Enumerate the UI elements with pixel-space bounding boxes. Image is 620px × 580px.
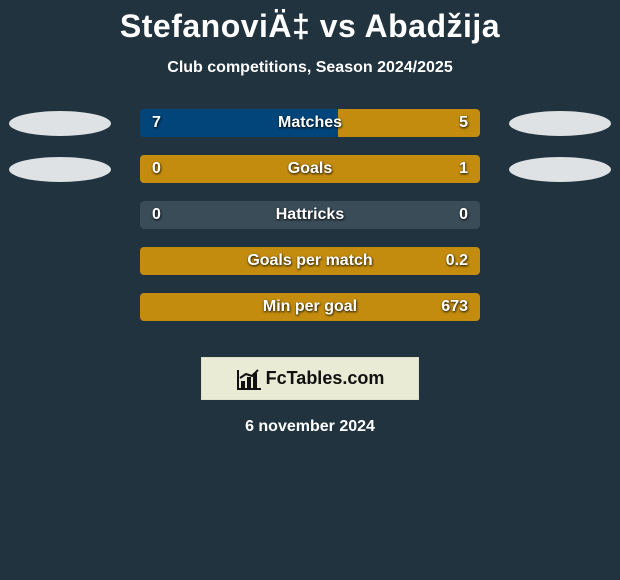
page-title: StefanoviÄ‡ vs Abadžija [0,8,620,45]
comparison-row: 0Goals1 [0,155,620,201]
stat-bar-bg [140,201,480,229]
brand-text: FcTables.com [266,368,385,389]
stat-bar-right [338,109,480,137]
stat-bar: Goals per match0.2 [140,247,480,275]
stat-bar-right [140,155,480,183]
page-subtitle: Club competitions, Season 2024/2025 [0,59,620,77]
comparison-row: 7Matches5 [0,109,620,155]
stat-bar: Min per goal673 [140,293,480,321]
stat-bar-right [140,293,480,321]
brand-badge: FcTables.com [201,357,419,400]
comparison-row: Min per goal673 [0,293,620,339]
stat-bar-right [140,247,480,275]
brand-chart-icon [236,368,262,390]
comparison-row: 0Hattricks0 [0,201,620,247]
player-pill-right [509,157,611,182]
stat-bar-left [140,109,338,137]
stat-bar: 7Matches5 [140,109,480,137]
footer-date: 6 november 2024 [0,418,620,436]
stat-bar: 0Goals1 [140,155,480,183]
player-pill-left [9,111,111,136]
player-pill-right [509,111,611,136]
infographic-root: StefanoviÄ‡ vs Abadžija Club competition… [0,0,620,580]
stat-bar: 0Hattricks0 [140,201,480,229]
player-pill-left [9,157,111,182]
comparison-rows: 7Matches5 0Goals1 0Hattricks0 Goals per mat… [0,109,620,339]
comparison-row: Goals per match0.2 [0,247,620,293]
